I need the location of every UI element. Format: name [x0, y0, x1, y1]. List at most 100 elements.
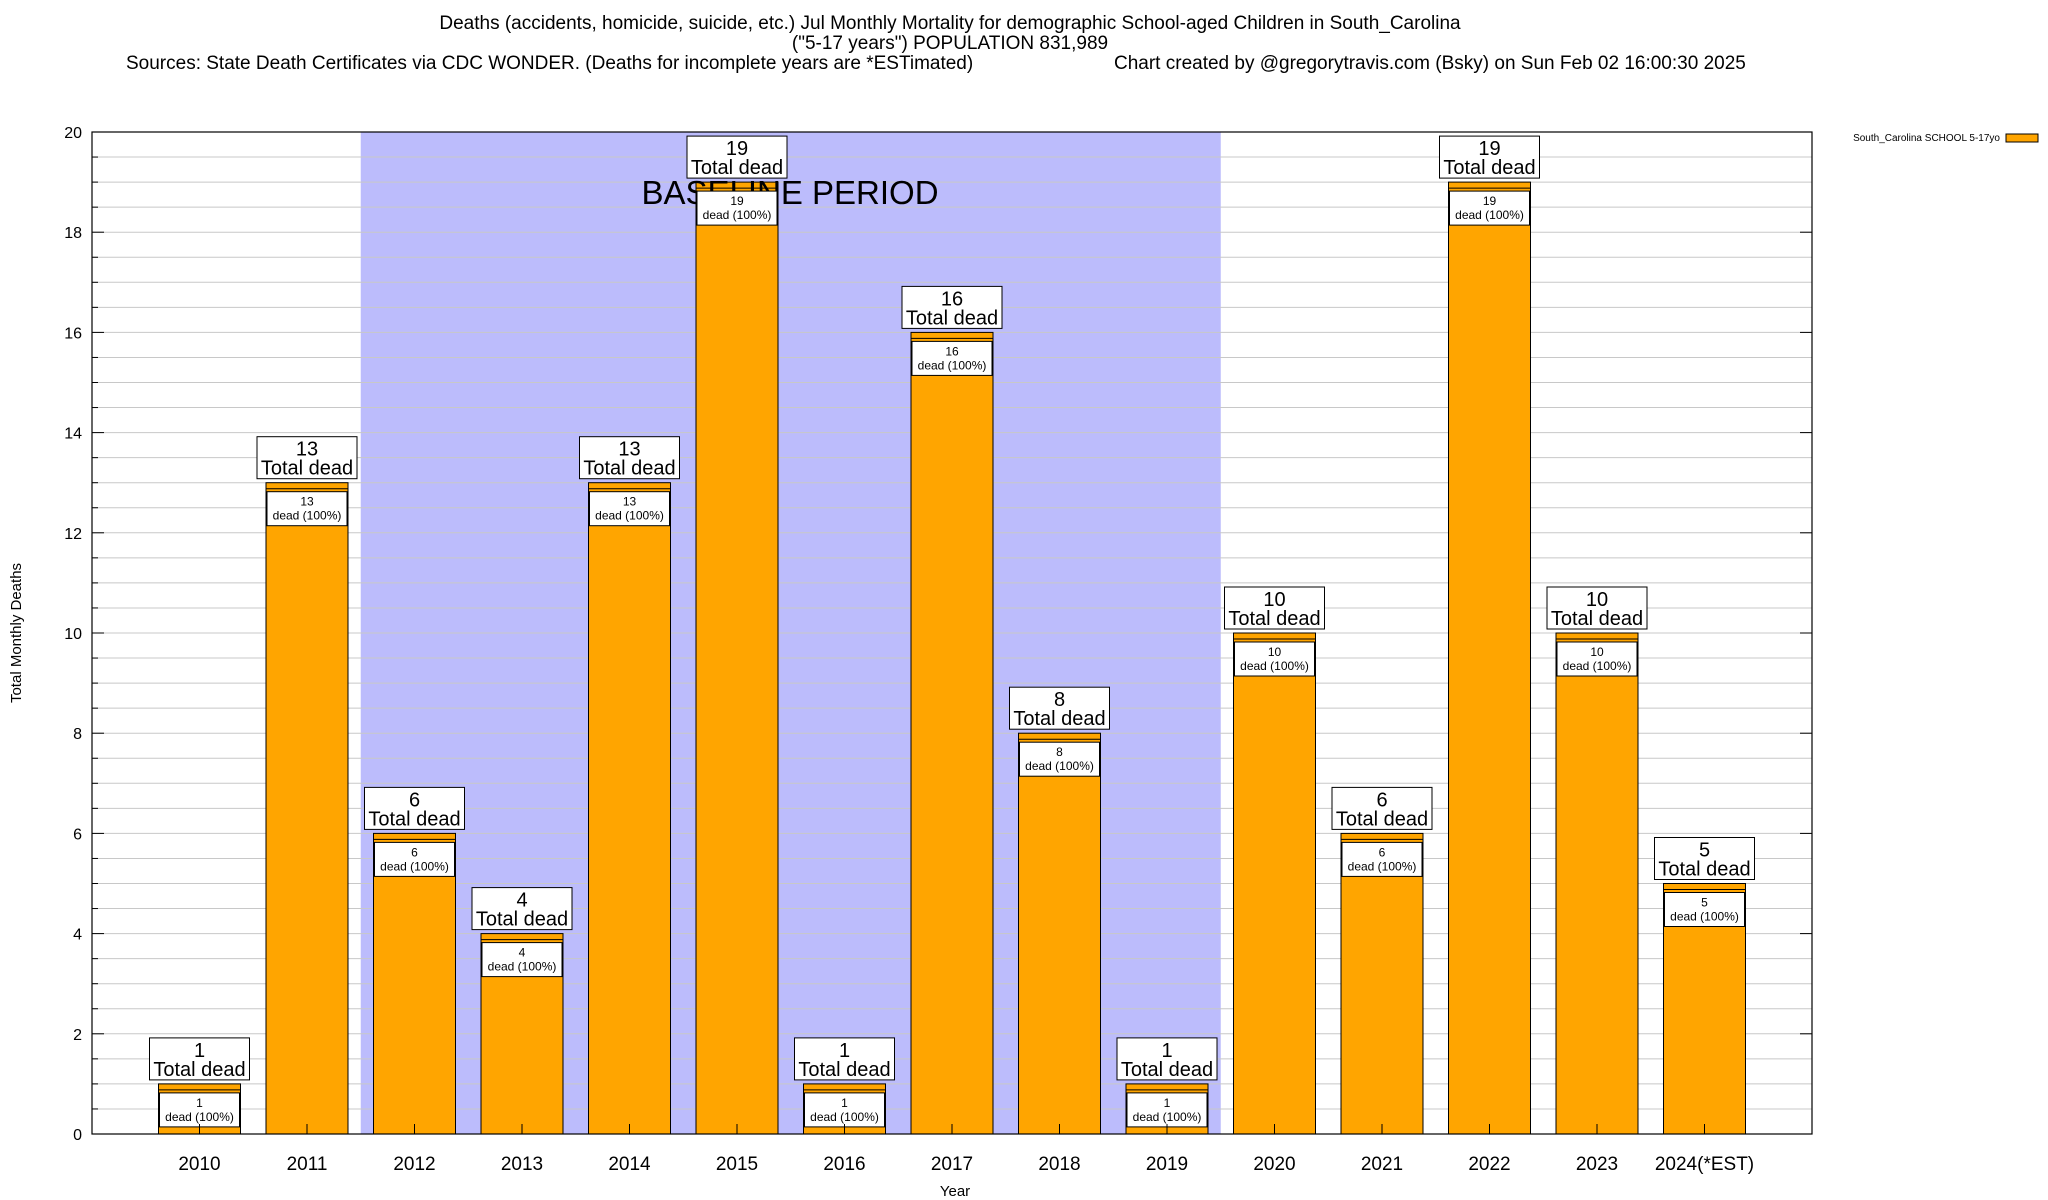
baseline-period-label: BASELINE PERIOD — [641, 174, 938, 211]
total-label-box — [1116, 1037, 1218, 1081]
total-label-box — [1439, 135, 1540, 179]
total-label-box — [149, 1037, 250, 1081]
total-label-box — [1546, 586, 1648, 630]
x-tick-label: 2011 — [287, 1154, 328, 1175]
inner-label-box — [159, 1092, 240, 1128]
inner-count-label: 8 — [1056, 745, 1063, 759]
bar — [373, 832, 456, 1135]
bar — [1448, 181, 1531, 1135]
total-dead-label: Total dead — [798, 1059, 890, 1081]
x-tick-label: 2021 — [1361, 1154, 1403, 1175]
inner-label-box — [696, 190, 778, 226]
y-tick-label: 0 — [73, 1127, 82, 1144]
total-label-box — [1331, 786, 1433, 830]
total-dead-label: Total dead — [1443, 157, 1535, 179]
inner-count-label: 16 — [945, 344, 959, 358]
inner-percent-label: dead (100%) — [488, 960, 557, 974]
inner-count-label: 4 — [519, 946, 526, 960]
inner-label-box — [1449, 190, 1530, 226]
total-count-label: 16 — [941, 288, 963, 310]
total-count-label: 8 — [1054, 689, 1065, 711]
x-tick-label: 2022 — [1468, 1154, 1510, 1175]
inner-count-label: 6 — [411, 845, 418, 859]
bar — [910, 331, 994, 1135]
inner-percent-label: dead (100%) — [918, 358, 987, 372]
bar — [588, 482, 671, 1135]
y-tick-label: 10 — [64, 626, 82, 643]
y-tick-label: 20 — [64, 125, 82, 142]
inner-count-label: 13 — [300, 495, 314, 509]
total-count-label: 1 — [1161, 1040, 1172, 1062]
inner-label-box — [1126, 1092, 1208, 1128]
inner-count-label: 10 — [1590, 645, 1604, 659]
inner-label-box — [266, 491, 348, 527]
total-dead-label: Total dead — [1013, 708, 1105, 730]
x-tick-label: 2017 — [931, 1154, 973, 1175]
inner-label-box — [911, 340, 993, 376]
inner-count-label: 10 — [1268, 645, 1282, 659]
bar — [1233, 632, 1316, 1135]
y-tick-label: 6 — [73, 826, 82, 843]
legend-label: South_Carolina SCHOOL 5-17yo — [1853, 133, 2000, 144]
inner-percent-label: dead (100%) — [1240, 659, 1309, 673]
inner-percent-label: dead (100%) — [1348, 859, 1417, 873]
total-dead-label: Total dead — [1228, 608, 1320, 630]
x-tick-label: 2013 — [501, 1154, 543, 1175]
x-tick-label: 2023 — [1576, 1154, 1618, 1175]
inner-count-label: 1 — [1164, 1096, 1171, 1110]
total-count-label: 19 — [1478, 138, 1500, 160]
inner-count-label: 1 — [841, 1096, 848, 1110]
x-tick-label: 2024(*EST) — [1655, 1154, 1754, 1175]
total-count-label: 13 — [296, 439, 318, 461]
inner-label-box — [1556, 641, 1638, 677]
inner-count-label: 5 — [1701, 896, 1708, 910]
x-tick-label: 2010 — [178, 1154, 220, 1175]
y-tick-label: 8 — [73, 726, 82, 743]
x-tick-label: 2015 — [716, 1154, 758, 1175]
sources-note: Sources: State Death Certificates via CD… — [126, 53, 974, 74]
inner-label-box — [1341, 841, 1423, 877]
y-tick-label: 16 — [64, 325, 82, 342]
inner-label-box — [1234, 641, 1315, 677]
total-count-label: 10 — [1586, 589, 1608, 611]
inner-count-label: 13 — [623, 495, 637, 509]
total-dead-label: Total dead — [1336, 808, 1428, 830]
bar — [695, 181, 779, 1135]
chart-credit: Chart created by @gregorytravis.com (Bsk… — [1114, 53, 1746, 74]
inner-label-box — [481, 942, 563, 978]
total-dead-label: Total dead — [476, 909, 568, 931]
bar — [1340, 832, 1424, 1135]
bar — [1018, 732, 1101, 1135]
total-dead-label: Total dead — [153, 1059, 245, 1081]
inner-percent-label: dead (100%) — [273, 509, 342, 523]
legend-swatch — [2005, 133, 2039, 143]
total-label-box — [1009, 686, 1110, 730]
total-label-box — [256, 436, 358, 480]
y-tick-label: 2 — [73, 1027, 82, 1044]
total-dead-label: Total dead — [261, 458, 353, 480]
bar — [1555, 632, 1639, 1135]
inner-percent-label: dead (100%) — [810, 1110, 879, 1124]
total-dead-label: Total dead — [1658, 859, 1750, 881]
inner-label-box — [1019, 741, 1100, 777]
x-tick-label: 2019 — [1146, 1154, 1188, 1175]
inner-count-label: 6 — [1379, 845, 1386, 859]
total-count-label: 10 — [1263, 589, 1285, 611]
y-tick-label: 12 — [64, 526, 82, 543]
total-count-label: 1 — [839, 1040, 850, 1062]
inner-percent-label: dead (100%) — [1025, 759, 1094, 773]
total-label-box — [1224, 586, 1325, 630]
total-count-label: 1 — [194, 1040, 205, 1062]
total-dead-label: Total dead — [368, 808, 460, 830]
inner-count-label: 1 — [196, 1096, 203, 1110]
total-count-label: 6 — [409, 789, 420, 811]
total-count-label: 5 — [1699, 840, 1710, 862]
total-label-box — [471, 887, 573, 931]
total-label-box — [364, 786, 465, 830]
inner-label-box — [374, 841, 455, 877]
total-label-box — [901, 285, 1003, 329]
x-axis-title: Year — [940, 1183, 970, 1200]
x-tick-label: 2018 — [1038, 1154, 1080, 1175]
chart-subtitle: ("5-17 years") POPULATION 831,989 — [791, 33, 1109, 54]
